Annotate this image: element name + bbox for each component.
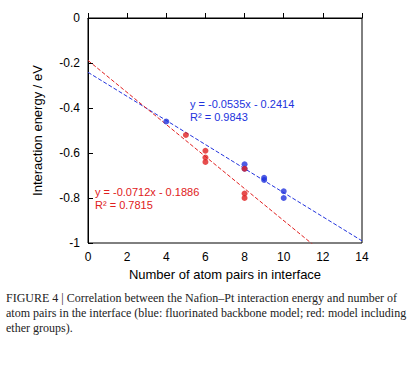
svg-text:atom pairs in the interface (b: atom pairs in the interface (blue: fluor… — [6, 306, 409, 320]
svg-text:Number of atom pairs in interf: Number of atom pairs in interface — [129, 267, 321, 282]
svg-text:8: 8 — [241, 250, 248, 264]
svg-text:12: 12 — [316, 250, 330, 264]
svg-text:ether groups).: ether groups). — [6, 321, 73, 335]
svg-text:4: 4 — [163, 250, 170, 264]
svg-text:-0.2: -0.2 — [59, 56, 80, 70]
svg-text:-0.4: -0.4 — [59, 101, 80, 115]
svg-text:R² = 0.7815: R² = 0.7815 — [95, 199, 153, 211]
svg-text:-0.8: -0.8 — [59, 191, 80, 205]
svg-text:0: 0 — [73, 11, 80, 25]
svg-text:0: 0 — [85, 250, 92, 264]
svg-text:Interaction energy / eV: Interaction energy / eV — [30, 65, 45, 196]
svg-text:10: 10 — [277, 250, 291, 264]
svg-text:-0.6: -0.6 — [59, 146, 80, 160]
svg-text:y = -0.0535x - 0.2414: y = -0.0535x - 0.2414 — [190, 98, 294, 110]
svg-text:6: 6 — [202, 250, 209, 264]
svg-text:-1: -1 — [69, 236, 80, 250]
svg-text:FIGURE 4 | Correlation between: FIGURE 4 | Correlation between the Nafio… — [6, 291, 400, 305]
svg-text:R² = 0.9843: R² = 0.9843 — [190, 111, 248, 123]
svg-text:2: 2 — [124, 250, 131, 264]
svg-text:y = -0.0712x - 0.1886: y = -0.0712x - 0.1886 — [95, 186, 199, 198]
svg-text:14: 14 — [355, 250, 369, 264]
